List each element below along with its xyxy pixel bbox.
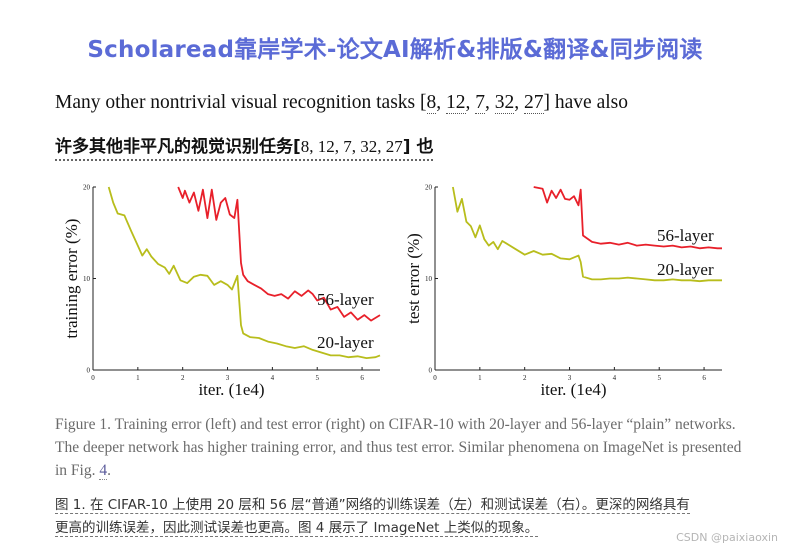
y-axis-label: training error (%) <box>62 219 81 339</box>
caption-en-end: . <box>107 462 111 479</box>
x-tick-label: 2 <box>181 374 185 382</box>
paragraph-zh-before: 许多其他非平凡的视觉识别任务[ <box>55 137 301 157</box>
citation-sep: , <box>351 137 361 156</box>
app-banner-title: Scholaread靠岸学术-论文AI解析&排版&翻译&同步阅读 <box>87 37 703 63</box>
citation-sep: , <box>436 92 447 113</box>
x-tick-label: 1 <box>478 374 482 382</box>
paragraph-chinese: 许多其他非平凡的视觉识别任务[8, 12, 7, 32, 27] 也 <box>55 132 434 161</box>
x-tick-label: 0 <box>433 374 437 382</box>
caption-zh-line1: 图 1. 在 CIFAR-10 上使用 20 层和 56 层“普通”网络的训练误… <box>55 497 690 514</box>
citation-sep: , <box>334 137 344 156</box>
citation-link[interactable]: 32 <box>360 137 378 156</box>
x-tick-label: 4 <box>271 374 275 382</box>
citation-link[interactable]: 12 <box>446 92 466 114</box>
x-tick-label: 1 <box>136 374 140 382</box>
y-tick-label: 10 <box>83 275 91 283</box>
y-tick-label: 10 <box>425 275 433 283</box>
legend-label: 56-layer <box>657 226 714 245</box>
training-error-chart: 0 1 2 3 4 5 6 0 10 20 iter. (1e4) training error (%… <box>62 184 381 399</box>
paragraph-zh-after: ] 也 <box>402 137 434 157</box>
paragraph-en-before: Many other nontrivial visual recognition… <box>55 92 427 113</box>
citation-link[interactable]: 8 <box>300 137 310 156</box>
x-tick-label: 4 <box>613 374 617 382</box>
x-axis-label: iter. (1e4) <box>198 380 264 399</box>
figure-caption-english: Figure 1. Training error (left) and test… <box>55 413 745 482</box>
citation-sep: , <box>309 137 318 156</box>
citation-sep: , <box>485 92 495 113</box>
y-tick-label: 20 <box>425 184 433 192</box>
citation-link[interactable]: 27 <box>524 92 544 114</box>
legend-label: 20-layer <box>657 260 714 279</box>
x-tick-label: 0 <box>91 374 95 382</box>
caption-en-main: Figure 1. Training error (left) and test… <box>55 416 742 479</box>
paragraph-english: Many other nontrivial visual recognition… <box>55 92 628 114</box>
figure-ref-link[interactable]: 4 <box>99 462 108 480</box>
citation-link[interactable]: 12 <box>317 137 335 156</box>
test-error-chart: 0 1 2 3 4 5 6 0 10 20 iter. (1e4) test error (%) 56-… <box>404 184 722 399</box>
x-tick-label: 6 <box>702 374 706 382</box>
y-tick-label: 0 <box>429 367 433 375</box>
watermark: CSDN @paixiaoxin <box>676 531 778 544</box>
x-tick-label: 3 <box>226 374 230 382</box>
figure-caption-chinese: 图 1. 在 CIFAR-10 上使用 20 层和 56 层“普通”网络的训练误… <box>55 494 755 540</box>
citation-sep: , <box>465 92 476 113</box>
citation-link[interactable]: 27 <box>385 137 403 156</box>
x-tick-label: 5 <box>657 374 661 382</box>
x-tick-label: 6 <box>360 374 364 382</box>
citation-sep: , <box>377 137 386 156</box>
y-axis-label: test error (%) <box>404 233 423 324</box>
citation-link[interactable]: 7 <box>343 137 352 156</box>
x-axis-label: iter. (1e4) <box>540 380 606 399</box>
citation-link[interactable]: 32 <box>494 92 515 114</box>
legend-label: 56-layer <box>317 290 374 309</box>
citation-link[interactable]: 8 <box>426 92 437 114</box>
x-tick-label: 2 <box>523 374 527 382</box>
citation-sep: , <box>514 92 525 113</box>
series-line-20-layer <box>107 186 381 360</box>
series-line-56-layer <box>533 186 722 250</box>
series-line-20-layer <box>452 186 722 283</box>
series-line-56-layer <box>177 186 381 322</box>
x-tick-label: 5 <box>315 374 319 382</box>
x-tick-label: 3 <box>568 374 572 382</box>
y-tick-label: 0 <box>87 367 91 375</box>
y-tick-label: 20 <box>83 184 91 192</box>
citation-link[interactable]: 7 <box>475 92 486 114</box>
paragraph-en-after: ] have also <box>543 92 628 113</box>
legend-label: 20-layer <box>317 333 374 352</box>
caption-zh-line2: 更高的训练误差，因此测试误差也更高。图 4 展示了 ImageNet 上类似的现… <box>55 520 539 537</box>
